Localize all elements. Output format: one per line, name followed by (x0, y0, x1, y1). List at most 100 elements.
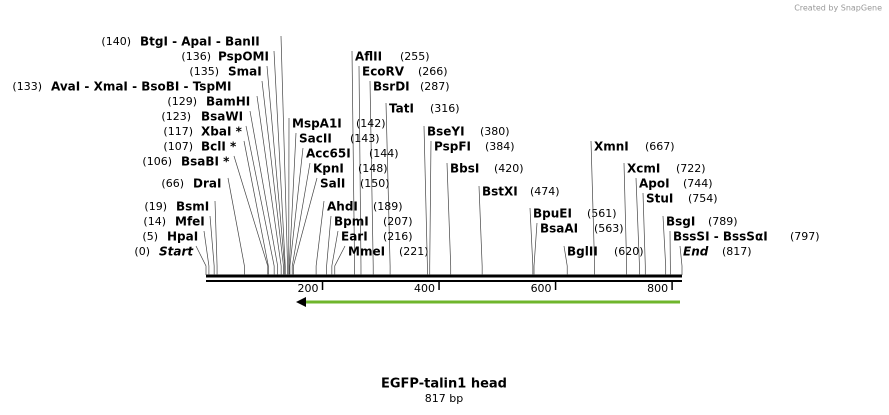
site-position: (150) (360, 177, 390, 190)
credit: Created by SnapGene (794, 4, 882, 13)
enzyme-name: MmeI (348, 245, 385, 259)
leader-line (563, 245, 568, 275)
ruler-label: 800 (647, 282, 668, 295)
site-position: (797) (790, 230, 820, 243)
site-position: (142) (356, 117, 386, 130)
leader-line (203, 230, 210, 275)
enzyme-name: BpmI (334, 215, 369, 229)
leader-line (358, 65, 362, 275)
leader-line (429, 140, 432, 275)
site-position: (722) (676, 162, 706, 175)
leader-line (315, 200, 325, 275)
leader-line (369, 80, 374, 275)
length: 817 bp (425, 392, 463, 405)
site-position: (148) (358, 162, 388, 175)
enzyme-name: BtgI - ApaI - BanII (140, 35, 260, 49)
enzyme-name: EarI (341, 230, 368, 244)
enzyme-name: BseYI (427, 125, 465, 139)
leader-line (623, 162, 628, 275)
enzyme-name: MspA1I (292, 117, 342, 131)
enzyme-name: HpaI (167, 230, 198, 244)
enzyme-name: BsaBI * (181, 155, 230, 169)
enzyme-name: BpuEI (533, 207, 572, 221)
leader-line (273, 50, 286, 275)
site-position: (620) (614, 245, 644, 258)
leader-line (291, 162, 311, 275)
site-position: (144) (369, 147, 399, 160)
enzyme-name: PspFI (434, 140, 471, 154)
site-position: (66) (161, 177, 184, 190)
site-position: (19) (144, 200, 167, 213)
leader-line (249, 110, 279, 275)
leader-line (478, 185, 483, 275)
leader-line (261, 80, 284, 275)
site-position: (384) (485, 140, 515, 153)
enzyme-name: AhdI (327, 200, 358, 214)
enzyme-name: StuI (646, 192, 673, 206)
leader-line (245, 125, 275, 275)
site-position: (143) (350, 132, 380, 145)
enzyme-name: BssSI - BssSαI (673, 230, 768, 244)
enzyme-name: BsgI (666, 215, 695, 229)
site-position: (117) (163, 125, 193, 138)
leader-line (233, 155, 269, 275)
leader-line (334, 245, 346, 275)
leader-line (331, 230, 339, 275)
site-position: (133) (12, 80, 42, 93)
leader-line (529, 207, 534, 275)
site-position: (129) (167, 95, 197, 108)
site-position: (123) (161, 110, 191, 123)
leader-line (195, 245, 207, 275)
leader-line (385, 102, 391, 275)
enzyme-name: Start (159, 245, 194, 259)
enzyme-name: KpnI (313, 162, 344, 176)
enzyme-name: BstXI (482, 185, 518, 199)
site-position: (380) (480, 125, 510, 138)
leader-line (446, 162, 452, 275)
site-position: (207) (383, 215, 413, 228)
enzyme-name: End (683, 245, 709, 259)
enzyme-name: BsaWI (201, 110, 243, 124)
site-position: (255) (400, 50, 430, 63)
leader-line (351, 50, 355, 275)
leader-line (679, 245, 683, 275)
enzyme-name: BsrDI (373, 80, 410, 94)
leader-line (227, 177, 245, 275)
ruler-label: 400 (414, 282, 435, 295)
enzyme-name: SalI (320, 177, 345, 191)
enzyme-name: SmaI (228, 65, 262, 79)
enzyme-name: PspOMI (218, 50, 269, 64)
enzyme-name: BglII (567, 245, 598, 259)
enzyme-name: AflII (355, 50, 382, 64)
leader-line (293, 177, 318, 275)
site-position: (107) (163, 140, 193, 153)
enzyme-name: AvaI - XmaI - BsoBI - TspMI (51, 80, 231, 94)
site-position: (0) (134, 245, 150, 258)
site-position: (474) (530, 185, 560, 198)
leader-line (533, 222, 538, 275)
enzyme-name: Acc65I (306, 147, 351, 161)
feature-arrow-head (296, 297, 306, 307)
site-position: (266) (418, 65, 448, 78)
enzyme-name: BsmI (176, 200, 209, 214)
leader-line (423, 125, 428, 275)
site-position: (106) (142, 155, 172, 168)
leader-line (256, 95, 282, 275)
site-position: (136) (181, 50, 211, 63)
leader-line (635, 177, 640, 275)
leader-line (326, 215, 332, 275)
site-position: (14) (143, 215, 166, 228)
enzyme-name: BsaAI (540, 222, 578, 236)
site-position: (140) (101, 35, 131, 48)
enzyme-name: DraI (193, 177, 221, 191)
ruler-label: 600 (531, 282, 552, 295)
enzyme-name: XbaI * (201, 125, 243, 139)
site-position: (420) (494, 162, 524, 175)
site-position: (287) (420, 80, 450, 93)
leader-line (289, 147, 304, 275)
leader-line (266, 65, 286, 275)
leader-line (280, 35, 288, 275)
enzyme-name: BamHI (206, 95, 250, 109)
site-position: (5) (142, 230, 158, 243)
